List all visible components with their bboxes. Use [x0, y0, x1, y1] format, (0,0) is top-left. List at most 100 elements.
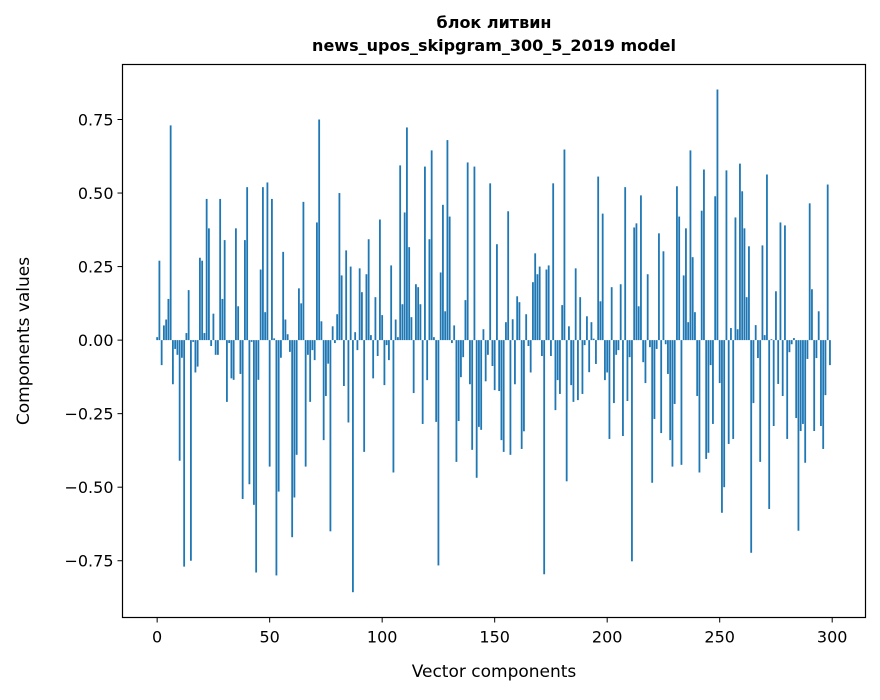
bar-209 — [626, 340, 629, 402]
bar-247 — [712, 340, 714, 424]
bar-298 — [826, 184, 829, 341]
bar-17 — [194, 340, 197, 373]
bar-296 — [822, 340, 825, 449]
bar-57 — [284, 319, 287, 341]
bar-283 — [793, 338, 795, 341]
bar-79 — [334, 340, 336, 344]
bar-295 — [820, 340, 822, 427]
bar-162 — [520, 340, 523, 449]
bar-155 — [505, 322, 507, 341]
bar-121 — [428, 239, 431, 341]
bar-117 — [419, 304, 422, 341]
x-axis: 0 50 100 150 200 250 300 — [152, 617, 848, 647]
bar-95 — [370, 335, 372, 341]
bar-49 — [266, 182, 269, 341]
bar-216 — [642, 340, 645, 363]
bar-227 — [667, 340, 669, 374]
bar-89 — [356, 340, 359, 351]
bar-256 — [732, 340, 735, 439]
bar-74 — [322, 340, 325, 441]
bar-297 — [824, 340, 827, 396]
bar-129 — [446, 140, 449, 341]
bar-205 — [617, 340, 620, 351]
bar-238 — [691, 257, 694, 341]
bar-250 — [718, 340, 721, 384]
x-tick-label: 100 — [367, 628, 398, 647]
bar-127 — [442, 204, 444, 341]
bar-285 — [797, 340, 800, 531]
x-tick-label: 300 — [817, 628, 848, 647]
bar-97 — [374, 297, 377, 341]
bar-168 — [534, 253, 537, 341]
bar-132 — [453, 325, 456, 341]
bar-218 — [646, 274, 649, 341]
bar-214 — [637, 306, 640, 341]
bar-175 — [550, 340, 552, 357]
bar-12 — [183, 340, 186, 567]
bar-232 — [678, 216, 681, 341]
bar-128 — [444, 311, 447, 341]
x-tick-label: 0 — [152, 628, 162, 647]
plot-frame — [121, 63, 867, 619]
bar-187 — [577, 340, 579, 401]
chart-title-line-1: блок литвин — [437, 13, 552, 32]
bar-3 — [163, 325, 165, 341]
bar-255 — [730, 328, 732, 341]
bar-54 — [277, 340, 280, 492]
bar-81 — [338, 193, 341, 341]
bar-39 — [244, 240, 246, 341]
bar-208 — [624, 187, 627, 341]
bar-93 — [365, 274, 368, 341]
bar-70 — [313, 340, 316, 361]
bar-243 — [703, 169, 705, 341]
x-tick-label: 50 — [259, 628, 279, 647]
bar-48 — [264, 312, 267, 341]
bar-172 — [543, 340, 546, 575]
bar-233 — [680, 340, 683, 465]
bar-204 — [615, 340, 618, 355]
bar-192 — [588, 340, 591, 373]
bar-224 — [660, 340, 663, 434]
bar-85 — [347, 340, 350, 423]
bar-103 — [388, 340, 390, 361]
bar-278 — [781, 340, 784, 397]
bar-211 — [631, 340, 633, 562]
bar-235 — [685, 228, 687, 341]
bar-164 — [525, 314, 528, 341]
bar-19 — [199, 257, 201, 341]
bar-152 — [498, 340, 501, 392]
bar-159 — [514, 340, 516, 385]
bar-163 — [523, 340, 525, 432]
bar-254 — [727, 340, 730, 444]
bar-265 — [752, 340, 755, 404]
bar-248 — [714, 196, 717, 341]
bar-169 — [536, 274, 539, 341]
bar-276 — [777, 340, 780, 384]
bar-2 — [160, 340, 163, 366]
bar-236 — [687, 322, 690, 341]
bar-269 — [761, 245, 764, 341]
bar-46 — [259, 269, 262, 341]
bar-23 — [208, 228, 210, 341]
bar-176 — [552, 183, 555, 341]
bar-220 — [651, 340, 654, 483]
bar-181 — [563, 149, 566, 341]
bar-215 — [640, 195, 642, 341]
bar-206 — [619, 284, 622, 341]
bar-178 — [556, 340, 559, 381]
bar-217 — [644, 340, 647, 384]
bar-241 — [698, 340, 701, 473]
bar-131 — [451, 340, 453, 344]
bar-123 — [433, 337, 435, 341]
bar-140 — [471, 340, 474, 450]
bar-60 — [291, 340, 294, 538]
bar-61 — [293, 340, 296, 498]
bar-20 — [201, 260, 204, 341]
bar-114 — [412, 340, 415, 394]
bar-196 — [597, 176, 600, 341]
bar-5 — [167, 298, 170, 341]
bar-287 — [802, 340, 804, 424]
bar-246 — [709, 340, 712, 366]
bar-86 — [349, 266, 352, 341]
bar-109 — [401, 304, 404, 341]
